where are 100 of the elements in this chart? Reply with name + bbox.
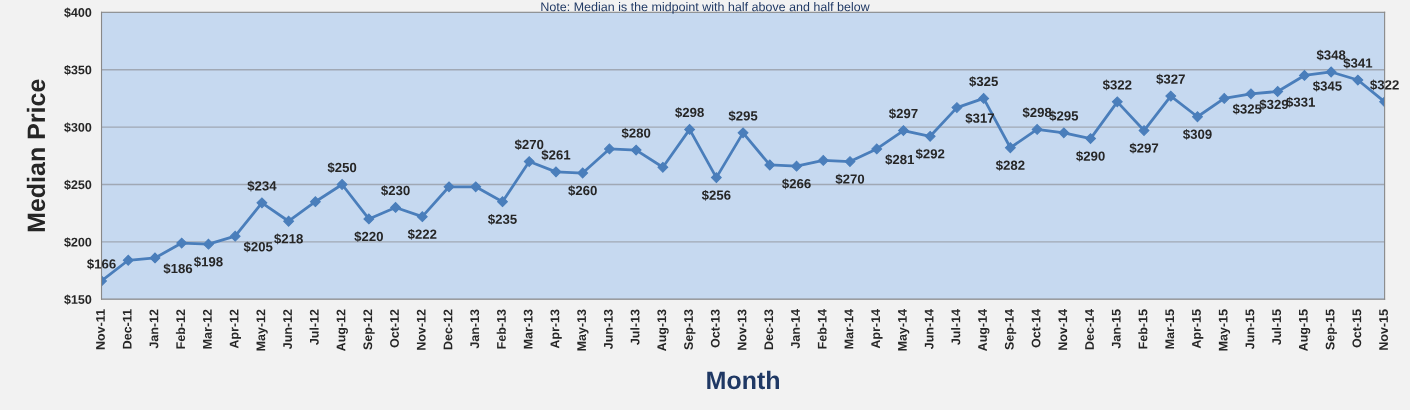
y-tick-label: $300 [64,122,92,133]
point [443,181,455,193]
point [336,179,348,190]
point [203,238,214,250]
data-label: $205 [243,241,273,253]
x-tick-label: May-14 [898,309,910,351]
y-tick-label: $250 [64,179,92,190]
x-tick-label: Jul-12 [309,309,319,345]
point [630,144,642,156]
x-tick-label: Dec-12 [443,309,453,350]
data-label: $235 [487,213,517,225]
data-label: $261 [541,149,571,161]
point [283,215,295,227]
x-tick-label: Sep-14 [1004,309,1017,350]
x-tick-label: Oct-14 [1031,309,1041,348]
data-label: $297 [888,108,918,120]
point [309,196,321,208]
point [416,211,428,223]
data-label: $325 [969,76,998,87]
point [737,127,749,139]
x-tick-label: Jun-15 [1245,309,1255,350]
x-tick-label: Oct-13 [710,309,720,348]
data-label: $298 [675,107,704,118]
point [363,213,375,225]
x-tick-label: Jun-12 [283,309,292,350]
x-tick-label: Jul-14 [951,309,961,345]
x-tick-label: Jul-15 [1271,309,1282,345]
data-label: $317 [965,112,995,124]
point [1031,123,1043,135]
x-tick-label: Aug-13 [657,309,669,352]
data-label: $295 [728,110,758,122]
y-tick-label: $400 [64,7,92,18]
data-label: $266 [782,178,811,190]
point [390,202,401,213]
x-tick-label: May-12 [256,309,268,351]
data-label: $230 [381,185,410,196]
data-label: $250 [327,162,357,174]
point [550,166,562,178]
point [229,230,241,242]
point [470,181,482,193]
data-label: $280 [621,127,651,139]
x-tick-label: Apr-13 [550,309,562,349]
data-label: $270 [514,139,544,151]
data-label: $234 [247,180,277,192]
data-label: $297 [1129,142,1159,154]
x-tick-label: Mar-12 [202,309,212,349]
x-tick-label: Oct-15 [1352,309,1362,348]
x-tick-label: Apr-15 [1192,309,1204,349]
point [978,92,990,104]
point [1004,142,1016,154]
data-label: $331 [1286,96,1316,108]
point [710,172,722,184]
point [871,143,883,155]
point [1352,74,1364,86]
x-tick-label: Jan-13 [470,309,480,349]
x-tick-label: Feb-15 [1138,309,1148,349]
data-label: $345 [1312,80,1342,92]
point [898,125,909,136]
data-label: $327 [1156,73,1185,85]
point [657,161,669,173]
x-tick-label: Jan-15 [1111,309,1121,349]
x-tick-label: Aug-15 [1299,309,1311,352]
data-label: $290 [1076,150,1105,162]
y-tick-label: $350 [64,64,92,76]
x-tick-label: May-13 [577,309,589,351]
data-label: $270 [835,173,865,185]
data-label: $260 [568,185,597,197]
point [1111,96,1123,108]
point [684,123,696,135]
data-label: $186 [163,263,193,275]
point [1325,66,1337,78]
x-tick-label: Jan-14 [791,309,800,349]
point [1192,111,1203,123]
point [764,159,776,171]
x-tick-label: May-15 [1218,309,1231,351]
x-tick-label: Nov-14 [1058,309,1068,350]
x-tick-label: Sep-15 [1325,309,1337,350]
x-tick-label: Aug-12 [336,309,348,352]
point [951,102,963,114]
x-tick-label: Aug-14 [978,309,990,352]
data-label: $292 [915,148,945,160]
x-tick-label: Nov-13 [737,309,747,350]
x-tick-label: Jun-13 [603,309,613,350]
point [497,196,508,208]
x-tick-label: Apr-14 [871,309,883,349]
point [577,167,589,179]
x-tick-label: Dec-14 [1085,309,1094,350]
data-label: $218 [274,233,303,245]
point [1299,70,1310,81]
x-tick-label: Sep-12 [363,309,375,350]
x-tick-label: Dec-11 [122,309,132,349]
x-tick-label: Mar-15 [1165,309,1175,349]
x-tick-label: Jun-14 [924,309,934,350]
point [1245,88,1257,100]
point [149,252,161,264]
data-label: $198 [193,256,223,268]
point [1272,86,1284,97]
point [256,197,268,209]
data-label: $256 [701,189,731,201]
point [1165,90,1177,102]
